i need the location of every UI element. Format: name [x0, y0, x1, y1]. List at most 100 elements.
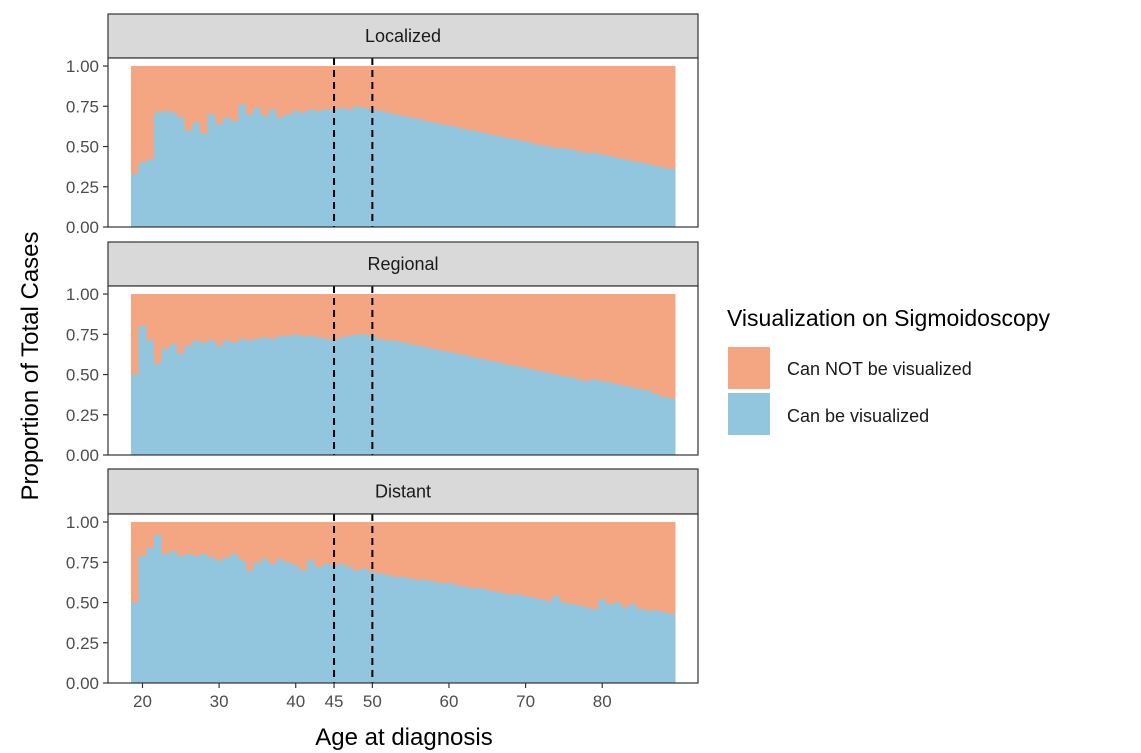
- bar-can-not-localized-70: [521, 66, 530, 142]
- bar-can-not-regional-42: [307, 294, 316, 336]
- bar-can-localized-74: [552, 148, 561, 227]
- bar-can-localized-39: [284, 114, 293, 227]
- bar-can-not-localized-38: [276, 66, 285, 118]
- bar-can-not-distant-80: [598, 522, 607, 600]
- bar-can-not-regional-68: [506, 294, 515, 365]
- bar-can-regional-43: [314, 337, 323, 455]
- bar-can-not-localized-60: [445, 66, 454, 126]
- bar-can-not-localized-69: [514, 66, 523, 141]
- bar-can-localized-24: [169, 112, 178, 227]
- bar-can-not-distant-36: [261, 522, 270, 560]
- bar-can-regional-79: [590, 379, 599, 455]
- bar-can-not-distant-74: [552, 522, 561, 597]
- bar-can-not-localized-86: [644, 66, 653, 165]
- bar-can-regional-39: [284, 335, 293, 455]
- y-tick-label-distant-0.75: 0.75: [66, 553, 99, 572]
- bar-can-regional-76: [567, 377, 576, 455]
- bar-can-distant-36: [261, 559, 270, 683]
- bar-can-localized-34: [245, 114, 254, 227]
- legend-key-can-not-be-visualized: [728, 347, 770, 389]
- bar-can-not-distant-58: [429, 522, 438, 582]
- bar-can-regional-60: [445, 351, 454, 455]
- bar-can-regional-70: [521, 368, 530, 455]
- bar-can-localized-55: [406, 117, 415, 227]
- bar-can-localized-48: [353, 106, 362, 227]
- bar-can-not-regional-19: [130, 294, 140, 375]
- bar-can-localized-19: [130, 173, 140, 227]
- bar-can-not-distant-83: [621, 522, 630, 608]
- bar-can-not-regional-46: [337, 294, 346, 338]
- bar-can-not-localized-80: [598, 66, 607, 155]
- bar-can-regional-24: [169, 343, 178, 455]
- bar-can-localized-21: [146, 159, 155, 227]
- bar-can-distant-53: [391, 576, 400, 683]
- bar-can-regional-36: [261, 337, 270, 455]
- bar-can-distant-59: [437, 583, 446, 683]
- bar-can-not-localized-51: [376, 66, 385, 112]
- bar-can-not-distant-67: [498, 522, 507, 593]
- bar-can-not-regional-51: [376, 294, 385, 340]
- bar-can-regional-72: [537, 371, 546, 455]
- bar-can-not-localized-61: [452, 66, 461, 128]
- bar-can-localized-71: [529, 143, 538, 227]
- bar-can-distant-43: [314, 567, 323, 683]
- bar-can-not-regional-26: [184, 294, 193, 346]
- bar-can-localized-58: [429, 122, 438, 227]
- bar-can-localized-84: [629, 161, 638, 227]
- bar-can-not-localized-81: [606, 66, 615, 157]
- y-tick-label-localized-0.25: 0.25: [66, 178, 99, 197]
- bar-can-localized-41: [299, 112, 308, 227]
- bar-can-not-distant-29: [207, 522, 216, 558]
- bar-can-localized-25: [176, 117, 186, 227]
- bar-can-not-localized-43: [314, 66, 323, 112]
- bar-can-not-distant-56: [414, 522, 423, 580]
- bar-can-not-localized-34: [245, 66, 254, 115]
- bar-can-localized-43: [314, 111, 323, 227]
- bar-can-localized-85: [636, 162, 645, 227]
- bar-can-regional-88: [659, 397, 668, 455]
- bar-can-not-regional-65: [483, 294, 492, 361]
- bar-can-not-distant-79: [590, 522, 599, 609]
- bar-can-regional-80: [598, 380, 607, 455]
- bar-can-not-regional-61: [452, 294, 461, 354]
- bar-can-regional-53: [391, 340, 400, 455]
- bar-can-not-distant-50: [368, 522, 377, 572]
- bar-can-distant-71: [529, 597, 538, 683]
- bar-can-regional-58: [429, 348, 438, 455]
- bar-can-not-localized-78: [583, 66, 592, 153]
- bar-can-not-localized-23: [161, 66, 170, 112]
- bar-can-not-regional-28: [199, 294, 209, 343]
- bar-can-localized-49: [360, 107, 369, 227]
- bar-can-not-localized-37: [268, 66, 277, 110]
- bar-can-localized-72: [537, 144, 546, 227]
- bar-can-not-regional-22: [153, 294, 163, 364]
- bar-can-distant-70: [521, 596, 530, 683]
- bar-can-distant-44: [322, 563, 331, 683]
- x-tick-label-20: 20: [133, 692, 152, 711]
- bar-can-not-distant-21: [146, 522, 155, 548]
- bar-can-not-regional-24: [169, 294, 178, 344]
- bar-can-not-localized-31: [222, 66, 231, 118]
- bar-can-not-regional-20: [138, 294, 147, 327]
- bar-can-distant-80: [598, 599, 607, 683]
- y-axis-title: Proportion of Total Cases: [17, 231, 44, 500]
- bar-can-regional-51: [376, 339, 385, 455]
- bar-can-not-distant-72: [537, 522, 546, 600]
- y-tick-label-regional-0.25: 0.25: [66, 406, 99, 425]
- bar-can-not-localized-49: [360, 66, 369, 108]
- bar-can-regional-71: [529, 369, 538, 455]
- bar-can-not-regional-69: [514, 294, 523, 367]
- bar-can-not-localized-82: [613, 66, 622, 158]
- y-tick-label-localized-1.00: 1.00: [66, 57, 99, 76]
- bar-can-localized-29: [207, 114, 216, 227]
- bar-can-regional-66: [491, 361, 500, 455]
- bar-can-not-localized-35: [253, 66, 262, 108]
- bar-can-distant-62: [460, 586, 469, 683]
- bar-can-not-localized-83: [621, 66, 630, 160]
- bar-can-not-regional-59: [437, 294, 446, 351]
- bar-can-not-regional-62: [460, 294, 469, 356]
- bar-can-not-regional-30: [215, 294, 224, 346]
- bar-can-distant-85: [636, 608, 645, 683]
- bar-can-distant-39: [284, 562, 293, 683]
- x-tick-label-40: 40: [286, 692, 305, 711]
